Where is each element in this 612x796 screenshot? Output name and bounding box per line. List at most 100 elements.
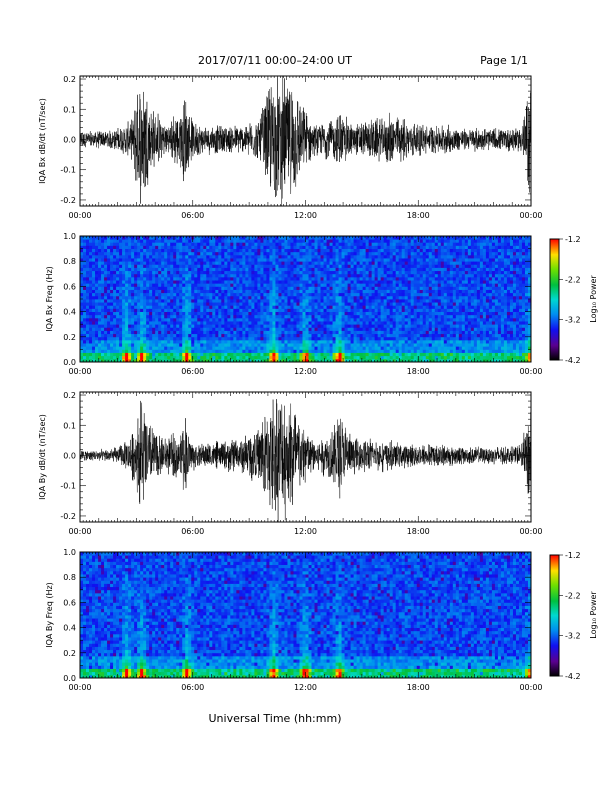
spectrogram-cell — [185, 349, 188, 353]
spectrogram-cell — [411, 305, 414, 309]
spectrogram-cell — [275, 337, 278, 341]
spectrogram-cell — [254, 324, 257, 328]
spectrogram-cell — [206, 261, 209, 265]
spectrogram-cell — [327, 264, 330, 268]
spectrogram-cell — [390, 255, 393, 259]
spectrogram-cell — [257, 353, 260, 357]
spectrogram-cell — [227, 327, 230, 331]
spectrogram-cell — [372, 312, 375, 316]
spectrogram-cell — [155, 349, 158, 353]
spectrogram-cell — [396, 261, 399, 265]
spectrogram-cell — [197, 242, 200, 246]
spectrogram-cell — [336, 249, 339, 253]
spectrogram-cell — [140, 312, 143, 316]
spectrogram-cell — [384, 261, 387, 265]
spectrogram-cell — [143, 318, 146, 322]
spectrogram-cell — [339, 261, 342, 265]
spectrogram-cell — [263, 356, 266, 360]
spectrogram-cell — [128, 271, 131, 275]
spectrogram-cell — [221, 283, 224, 287]
spectrogram-cell — [86, 318, 89, 322]
spectrogram-cell — [113, 296, 116, 300]
spectrogram-cell — [182, 239, 185, 243]
spectrogram-cell — [89, 239, 92, 243]
spectrogram-cell — [86, 296, 89, 300]
spectrogram-cell — [390, 258, 393, 262]
spectrogram-cell — [272, 255, 275, 259]
spectrogram-cell — [194, 343, 197, 347]
spectrogram-cell — [98, 321, 101, 325]
spectrogram-cell — [296, 280, 299, 284]
spectrogram-cell — [318, 242, 321, 246]
spectrogram-cell — [309, 356, 312, 360]
spectrogram-cell — [426, 321, 429, 325]
spectrogram-cell — [83, 268, 86, 272]
spectrogram-cell — [333, 255, 336, 259]
spectrogram-cell — [161, 274, 164, 278]
spectrogram-cell — [80, 239, 83, 243]
spectrogram-cell — [296, 242, 299, 246]
spectrogram-cell — [251, 290, 254, 294]
spectrogram-cell — [122, 280, 125, 284]
spectrogram-cell — [128, 353, 131, 357]
spectrogram-cell — [269, 312, 272, 316]
spectrogram-cell — [296, 327, 299, 331]
spectrogram-cell — [167, 340, 170, 344]
spectrogram-cell — [290, 349, 293, 353]
spectrogram-cell — [312, 305, 315, 309]
spectrogram-cell — [287, 296, 290, 300]
spectrogram-cell — [357, 255, 360, 259]
spectrogram-cell — [227, 296, 230, 300]
spectrogram-cell — [245, 321, 248, 325]
spectrogram-cell — [260, 286, 263, 290]
spectrogram-cell — [80, 268, 83, 272]
spectrogram-cell — [269, 334, 272, 338]
spectrogram-cell — [242, 312, 245, 316]
spectrogram-cell — [98, 305, 101, 309]
spectrogram-cell — [387, 249, 390, 253]
spectrogram-cell — [134, 318, 137, 322]
spectrogram-cell — [345, 261, 348, 265]
spectrogram-cell — [275, 327, 278, 331]
spectrogram-cell — [275, 290, 278, 294]
spectrogram-cell — [182, 346, 185, 350]
spectrogram-cell — [396, 277, 399, 281]
spectrogram-cell — [161, 318, 164, 322]
spectrogram-cell — [287, 245, 290, 249]
spectrogram-cell — [206, 286, 209, 290]
spectrogram-cell — [290, 327, 293, 331]
spectrogram-cell — [104, 312, 107, 316]
spectrogram-cell — [306, 318, 309, 322]
spectrogram-cell — [411, 274, 414, 278]
spectrogram-cell — [414, 337, 417, 341]
spectrogram-cell — [167, 264, 170, 268]
spectrogram-cell — [95, 340, 98, 344]
spectrogram-cell — [272, 308, 275, 312]
spectrogram-cell — [197, 305, 200, 309]
spectrogram-cell — [272, 274, 275, 278]
spectrogram-cell — [155, 245, 158, 249]
spectrogram-cell — [95, 249, 98, 253]
spectrogram-cell — [378, 334, 381, 338]
spectrogram-cell — [254, 346, 257, 350]
spectrogram-cell — [272, 315, 275, 319]
spectrogram-cell — [336, 239, 339, 243]
spectrogram-cell — [330, 308, 333, 312]
spectrogram-cell — [104, 290, 107, 294]
spectrogram-cell — [161, 283, 164, 287]
spectrogram-cell — [399, 249, 402, 253]
spectrogram-cell — [387, 349, 390, 353]
spectrogram-cell — [333, 258, 336, 262]
spectrogram-cell — [179, 343, 182, 347]
spectrogram-cell — [179, 271, 182, 275]
spectrogram-cell — [293, 249, 296, 253]
spectrogram-cell — [357, 290, 360, 294]
spectrogram-cell — [101, 236, 104, 240]
spectrogram-cell — [257, 249, 260, 253]
spectrogram-cell — [110, 343, 113, 347]
spectrogram-cell — [324, 321, 327, 325]
spectrogram-cell — [381, 356, 384, 360]
spectrogram-cell — [396, 349, 399, 353]
spectrogram-cell — [330, 245, 333, 249]
spectrogram-cell — [357, 340, 360, 344]
